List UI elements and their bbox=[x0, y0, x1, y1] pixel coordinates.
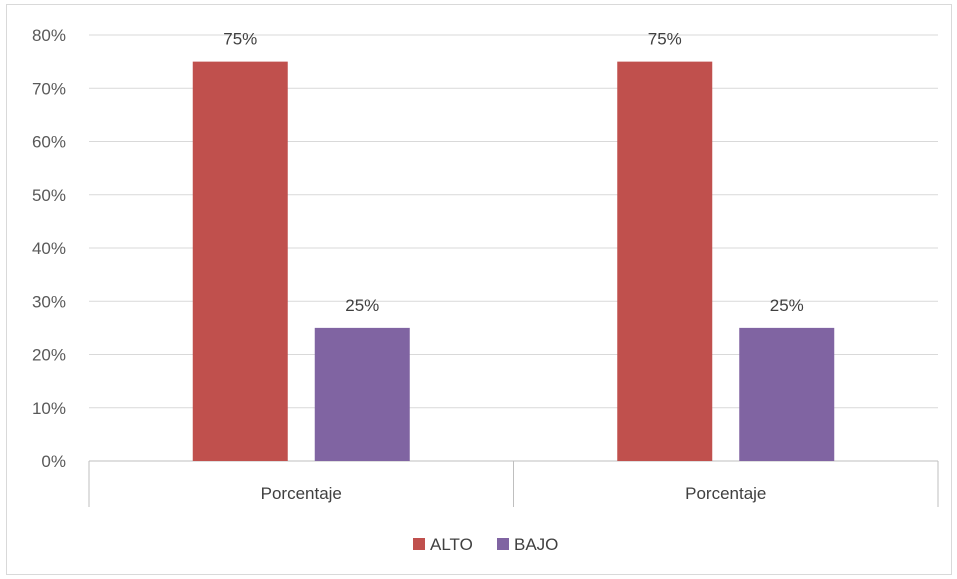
y-tick-label: 40% bbox=[32, 239, 66, 258]
y-tick-label: 10% bbox=[32, 399, 66, 418]
legend-label-bajo: BAJO bbox=[514, 535, 558, 554]
x-tick-label: Porcentaje bbox=[685, 484, 766, 503]
data-label: 75% bbox=[648, 30, 682, 49]
y-tick-label: 50% bbox=[32, 186, 66, 205]
y-tick-label: 20% bbox=[32, 346, 66, 365]
chart-frame bbox=[6, 4, 952, 575]
data-label: 25% bbox=[345, 296, 379, 315]
bar-bajo bbox=[314, 327, 410, 461]
y-tick-label: 60% bbox=[32, 133, 66, 152]
data-label: 75% bbox=[223, 30, 257, 49]
legend-swatch-alto bbox=[413, 538, 425, 550]
bar-alto bbox=[617, 61, 713, 461]
y-tick-label: 70% bbox=[32, 79, 66, 98]
bar-bajo bbox=[739, 327, 835, 461]
data-labels: 75% 25% 75% 25% bbox=[223, 30, 804, 315]
bar-alto bbox=[192, 61, 288, 461]
y-tick-label: 0% bbox=[41, 452, 66, 471]
y-tick-label: 80% bbox=[32, 26, 66, 45]
legend-swatch-bajo bbox=[497, 538, 509, 550]
x-tick-label: Porcentaje bbox=[261, 484, 342, 503]
data-label: 25% bbox=[770, 296, 804, 315]
legend: ALTO BAJO bbox=[413, 535, 558, 554]
axes: 0% 10% 20% 30% 40% 50% 60% 70% 80% Porcentaje Porc… bbox=[32, 26, 939, 507]
bars bbox=[192, 61, 835, 461]
y-tick-label: 30% bbox=[32, 292, 66, 311]
legend-label-alto: ALTO bbox=[430, 535, 473, 554]
